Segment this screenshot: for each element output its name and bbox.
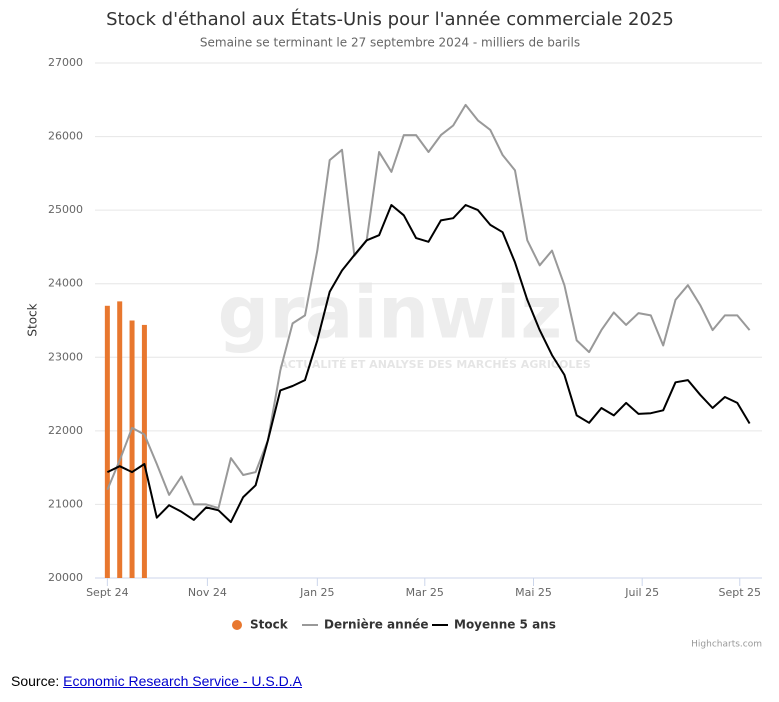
source-label: Source: bbox=[11, 673, 60, 689]
bar bbox=[141, 324, 147, 578]
y-tick-label: 25000 bbox=[48, 203, 83, 216]
x-tick-label: Mar 25 bbox=[406, 586, 444, 599]
y-tick-label: 23000 bbox=[48, 350, 83, 363]
y-tick-label: 24000 bbox=[48, 277, 83, 290]
y-tick-label: 21000 bbox=[48, 497, 83, 510]
y-tick-label: 27000 bbox=[48, 56, 83, 69]
x-tick-label: Nov 24 bbox=[188, 586, 227, 599]
y-tick-label: 26000 bbox=[48, 130, 83, 143]
x-tick-label: Sept 24 bbox=[86, 586, 129, 599]
x-tick-label: Mai 25 bbox=[515, 586, 552, 599]
watermark-tagline: ACTUALITÉ ET ANALYSE DES MARCHÉS AGRICOL… bbox=[279, 358, 591, 371]
line bbox=[106, 103, 751, 510]
legend-item[interactable]: Stock bbox=[232, 618, 289, 632]
y-tick-label: 20000 bbox=[48, 571, 83, 584]
x-tick-label: Juil 25 bbox=[624, 586, 659, 599]
bar bbox=[117, 301, 123, 578]
line bbox=[106, 204, 751, 524]
legend-item[interactable]: Dernière année bbox=[302, 618, 429, 632]
x-tick-label: Jan 25 bbox=[299, 586, 334, 599]
bar bbox=[104, 305, 110, 578]
legend-label: Stock bbox=[250, 618, 289, 632]
bar bbox=[129, 320, 135, 578]
y-tick-label: 22000 bbox=[48, 424, 83, 437]
legend-item[interactable]: Moyenne 5 ans bbox=[432, 618, 556, 632]
legend-label: Moyenne 5 ans bbox=[454, 618, 556, 632]
source-link[interactable]: Economic Research Service - U.S.D.A bbox=[63, 673, 302, 689]
source: Source: Economic Research Service - U.S.… bbox=[11, 673, 302, 689]
watermark-logo: grainwiz bbox=[218, 271, 563, 355]
chart-title: Stock d'éthanol aux États-Unis pour l'an… bbox=[106, 8, 674, 30]
y-axis-title: Stock bbox=[26, 303, 40, 336]
chart: Stock d'éthanol aux États-Unis pour l'an… bbox=[26, 8, 762, 650]
credits: Highcharts.com bbox=[691, 640, 762, 650]
chart-subtitle: Semaine se terminant le 27 septembre 202… bbox=[200, 36, 580, 50]
legend-symbol bbox=[232, 620, 242, 630]
legend-label: Dernière année bbox=[324, 618, 429, 632]
x-tick-label: Sept 25 bbox=[718, 586, 761, 599]
